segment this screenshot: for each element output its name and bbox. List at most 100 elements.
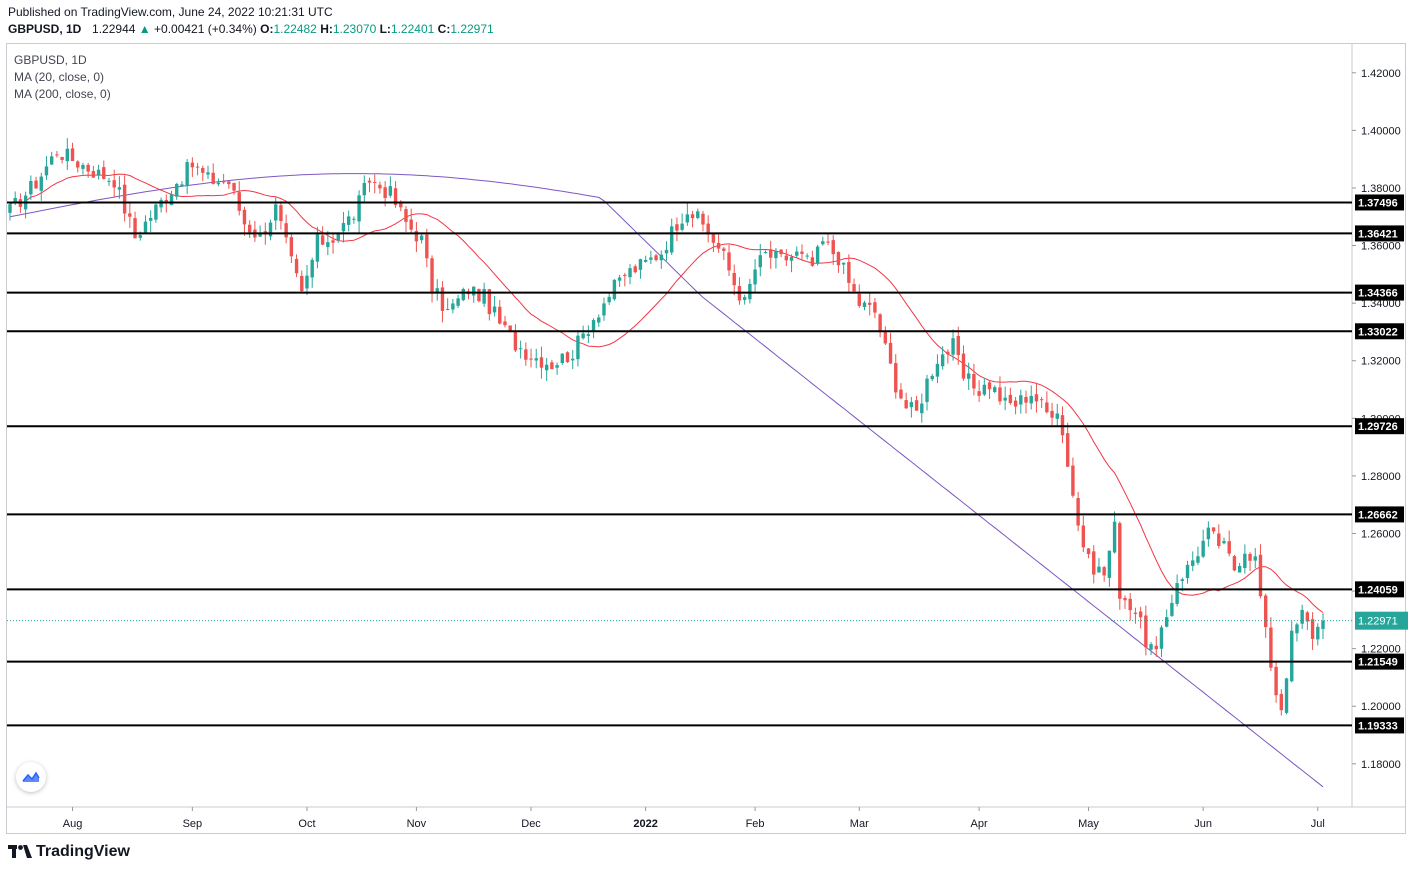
tradingview-logo-button[interactable] <box>16 762 46 792</box>
candle-body <box>320 235 325 245</box>
candle-body <box>206 172 210 175</box>
candle-body <box>34 180 38 189</box>
candle-body <box>560 353 564 363</box>
candle-body <box>612 279 617 300</box>
candle-body <box>352 218 356 220</box>
candle-body <box>1274 666 1278 696</box>
candle-body <box>628 268 632 278</box>
candle-body <box>1097 566 1101 573</box>
candle-body <box>1039 399 1044 401</box>
candle-body <box>435 288 439 293</box>
candle-body <box>1295 624 1299 634</box>
candle-body <box>565 352 570 363</box>
candle-body <box>571 358 575 361</box>
candle-body <box>86 164 90 172</box>
candle-body <box>961 353 966 379</box>
candle-body <box>591 320 596 332</box>
y-tick-label: 1.32000 <box>1361 356 1401 368</box>
candle-body <box>279 205 283 222</box>
candle-body <box>117 187 122 190</box>
level-label: 1.36421 <box>1358 228 1398 240</box>
candle-body <box>831 240 835 255</box>
candle-body <box>643 259 648 262</box>
low-label: L: <box>379 22 391 36</box>
candle-body <box>1159 627 1164 649</box>
candle-body <box>1316 626 1320 640</box>
candle-body <box>841 262 846 265</box>
candle-body <box>795 251 799 256</box>
candle-body <box>711 233 716 243</box>
candle-body <box>451 303 455 310</box>
candle-body <box>534 358 538 361</box>
candle-body <box>128 213 132 217</box>
candle-body <box>1081 525 1086 548</box>
level-label: 1.37496 <box>1358 197 1398 209</box>
candle-body <box>341 223 346 232</box>
candle-body <box>899 389 903 399</box>
x-tick-label: May <box>1078 818 1099 830</box>
candle-body <box>138 235 142 238</box>
candle-body <box>383 187 387 199</box>
candle-body <box>1065 433 1070 467</box>
chart-frame[interactable] <box>6 43 1406 834</box>
candle-body <box>894 363 898 393</box>
candle-body <box>774 250 778 259</box>
y-tick-label: 1.22000 <box>1361 644 1401 656</box>
candle-body <box>487 289 492 315</box>
brand-footer[interactable]: TradingView <box>8 843 130 861</box>
legend-ma200[interactable]: MA (200, close, 0) <box>14 87 111 101</box>
candle-body <box>1118 523 1122 599</box>
candle-body <box>1300 609 1304 624</box>
y-tick-label: 1.36000 <box>1361 241 1401 253</box>
candle-body <box>1071 465 1075 496</box>
candle-body <box>1092 551 1096 575</box>
level-label: 1.29726 <box>1358 421 1398 433</box>
candle-body <box>76 161 80 168</box>
candle-body <box>993 387 997 392</box>
candle-body <box>1290 630 1294 682</box>
candle-body <box>154 204 158 220</box>
candle-body <box>555 365 559 368</box>
candle-body <box>357 195 361 222</box>
legend-ma20[interactable]: MA (20, close, 0) <box>14 70 105 84</box>
candle-body <box>175 183 179 197</box>
legend-symbol[interactable]: GBPUSD, 1D <box>14 53 87 67</box>
candle-body <box>378 184 382 189</box>
candle-body <box>1248 553 1252 561</box>
candle-body <box>445 309 450 311</box>
x-tick-label: Feb <box>746 818 765 830</box>
tradingview-logo-icon <box>8 845 32 858</box>
candle-body <box>690 214 695 219</box>
candle-body <box>393 188 398 205</box>
candle-body <box>602 303 606 316</box>
candle-body <box>868 302 872 305</box>
candle-body <box>65 148 70 162</box>
candle-body <box>1034 394 1039 402</box>
candle-body <box>472 286 476 296</box>
candle-body <box>696 211 700 219</box>
candle-body <box>852 284 856 292</box>
candle-body <box>784 255 789 261</box>
candle-body <box>373 181 377 183</box>
candle-body <box>1164 617 1169 627</box>
candle-body <box>102 167 106 179</box>
candle-body <box>425 234 429 259</box>
candle-body <box>1112 521 1117 553</box>
candle-body <box>649 257 653 260</box>
candle-body <box>399 203 403 208</box>
candle-body <box>1201 540 1205 557</box>
candle-body <box>1206 527 1211 540</box>
candle-body <box>1019 395 1023 405</box>
candle-body <box>581 333 585 339</box>
candle-body <box>503 321 507 326</box>
candle-body <box>815 246 820 264</box>
y-tick-label: 1.18000 <box>1361 759 1401 771</box>
candle-body <box>242 209 247 225</box>
candle-body <box>576 335 580 360</box>
candle-body <box>1243 553 1247 569</box>
cloud-icon <box>22 771 40 782</box>
open-value: 1.22482 <box>273 22 317 36</box>
header-change: +0.00421 (+0.34%) <box>154 22 257 36</box>
level-label: 1.19333 <box>1358 720 1398 732</box>
